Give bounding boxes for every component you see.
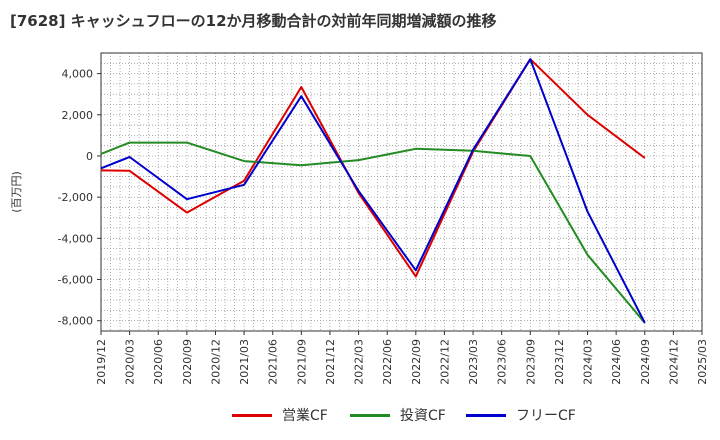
x-tick-label: 2022/09: [410, 339, 423, 385]
y-tick-label: -4,000: [58, 232, 93, 245]
x-tick-label: 2022/06: [381, 339, 394, 385]
x-tick-label: 2021/12: [324, 339, 337, 385]
x-tick-label: 2019/12: [95, 339, 108, 385]
y-tick-label: 0: [86, 150, 93, 163]
plot-border: [100, 52, 703, 332]
y-tick-label: 4,000: [62, 68, 94, 81]
y-tick-label: 2,000: [62, 109, 94, 122]
series-line-operating: [100, 58, 646, 278]
x-tick-label: 2023/09: [524, 339, 537, 385]
x-tick-label: 2023/06: [496, 339, 509, 385]
legend-item-investing: 投資CF: [350, 400, 446, 430]
x-tick-label: 2021/06: [267, 339, 280, 385]
y-tick-label: -6,000: [58, 274, 93, 287]
x-tick-label: 2020/03: [124, 339, 137, 385]
x-tick-label: 2024/12: [667, 339, 680, 385]
legend-item-operating: 営業CF: [232, 400, 328, 430]
legend-swatch-free: [466, 413, 506, 417]
legend-swatch-operating: [232, 413, 272, 417]
series-line-investing: [100, 141, 646, 324]
legend: 営業CF 投資CF フリーCF: [0, 400, 720, 430]
chart-title: [7628] キャッシュフローの12か月移動合計の対前年同期増減額の推移: [10, 12, 497, 30]
series-line-free: [100, 58, 646, 324]
x-tick-label: 2021/09: [295, 339, 308, 385]
x-tick-label: 2024/06: [610, 339, 623, 385]
x-tick-label: 2020/06: [152, 339, 165, 385]
x-tick-label: 2022/12: [438, 339, 451, 385]
x-tick-label: 2023/03: [467, 339, 480, 385]
y-axis-label: (百万円): [10, 171, 23, 213]
x-tick-label: 2020/12: [209, 339, 222, 385]
x-tick-label: 2024/09: [639, 339, 652, 385]
legend-label-free: フリーCF: [516, 408, 576, 424]
x-tick-label: 2024/03: [582, 339, 595, 385]
legend-label-operating: 営業CF: [282, 408, 328, 424]
legend-item-free: フリーCF: [466, 400, 576, 430]
x-tick-label: 2020/09: [181, 339, 194, 385]
y-tick-label: -8,000: [58, 315, 93, 328]
x-tick-label: 2025/03: [696, 339, 709, 385]
plot-area: [101, 53, 702, 331]
x-tick-label: 2022/03: [353, 339, 366, 385]
y-tick-label: -2,000: [58, 191, 93, 204]
legend-label-investing: 投資CF: [400, 408, 446, 424]
x-tick-label: 2023/12: [553, 339, 566, 385]
x-tick-label: 2021/03: [238, 339, 251, 385]
legend-swatch-investing: [350, 413, 390, 417]
